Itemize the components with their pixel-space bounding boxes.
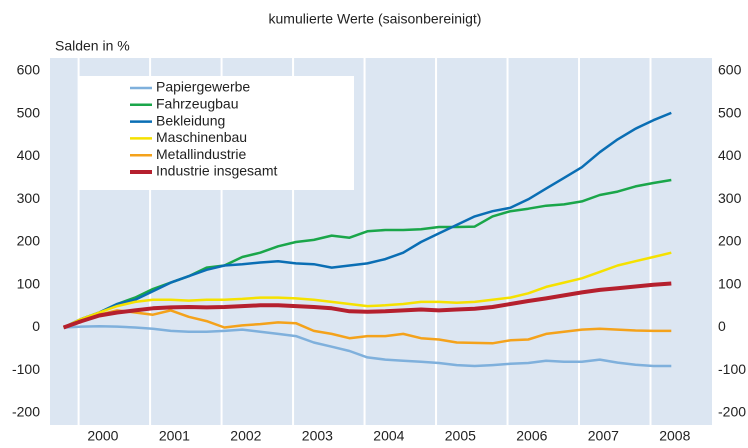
legend-label: Industrie insgesamt (156, 163, 278, 179)
y-axis-label: Salden in % (55, 38, 130, 54)
x-tick-label: 2004 (373, 428, 404, 444)
y-tick-label-right: 200 (718, 233, 742, 249)
x-tick-label: 2003 (302, 428, 333, 444)
series-line (63, 251, 672, 329)
series-line (62, 281, 672, 330)
x-tick-label: 2006 (516, 428, 547, 444)
y-tick-label: 500 (17, 104, 41, 120)
y-tick-label-right: 500 (718, 104, 742, 120)
y-tick-label: 600 (17, 62, 41, 78)
x-tick-label: 2008 (659, 428, 690, 444)
y-tick-label: 400 (17, 147, 41, 163)
x-tick-label: 2001 (159, 428, 190, 444)
legend-label: Bekleidung (156, 112, 225, 128)
y-tick-label: -100 (12, 361, 40, 377)
x-tick-label: 2005 (445, 428, 476, 444)
y-tick-label-right: 0 (718, 318, 726, 334)
x-tick-label: 2000 (87, 428, 118, 444)
legend-label: Metallindustrie (156, 146, 246, 162)
legend-label: Maschinenbau (156, 129, 247, 145)
x-tick-label: 2002 (230, 428, 261, 444)
y-tick-label-right: -200 (718, 404, 746, 420)
series-line (63, 324, 672, 368)
y-tick-label-right: 100 (718, 275, 742, 291)
y-tick-label-right: 400 (718, 147, 742, 163)
y-tick-label: 0 (32, 318, 40, 334)
legend-box (78, 76, 354, 190)
y-tick-label-right: 600 (718, 62, 742, 78)
series-line (63, 111, 672, 329)
legend-label: Fahrzeugbau (156, 96, 239, 112)
y-tick-label: 100 (17, 275, 41, 291)
legend-label: Papiergewerbe (156, 79, 250, 95)
x-tick-label: 2007 (588, 428, 619, 444)
y-tick-label: 200 (17, 233, 41, 249)
y-tick-label: 300 (17, 190, 41, 206)
y-tick-label-right: 300 (718, 190, 742, 206)
chart-title: kumulierte Werte (saisonbereinigt) (269, 11, 482, 27)
y-tick-label-right: -100 (718, 361, 746, 377)
series-line (63, 309, 672, 345)
y-tick-label: -200 (12, 404, 40, 420)
